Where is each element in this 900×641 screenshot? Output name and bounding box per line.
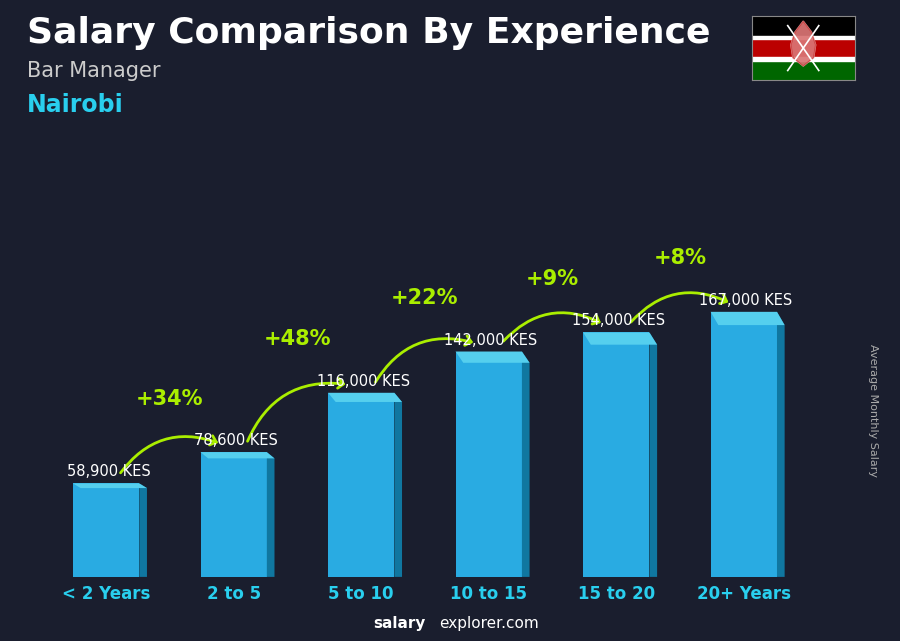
Polygon shape <box>791 21 815 66</box>
Bar <box>752 37 855 59</box>
Text: explorer.com: explorer.com <box>439 617 539 631</box>
Text: +22%: +22% <box>392 288 459 308</box>
Text: +48%: +48% <box>264 329 331 349</box>
Polygon shape <box>777 312 785 577</box>
Polygon shape <box>394 393 402 577</box>
Bar <box>455 351 522 577</box>
Polygon shape <box>522 351 529 577</box>
Text: Average Monthly Salary: Average Monthly Salary <box>868 344 878 477</box>
Polygon shape <box>73 483 147 488</box>
Polygon shape <box>201 452 274 458</box>
Bar <box>711 312 777 577</box>
Text: Salary Comparison By Experience: Salary Comparison By Experience <box>27 16 710 50</box>
Polygon shape <box>140 483 147 577</box>
Text: +9%: +9% <box>526 269 579 289</box>
Polygon shape <box>583 333 657 345</box>
Text: salary: salary <box>374 617 426 631</box>
Polygon shape <box>791 21 815 66</box>
Text: Bar Manager: Bar Manager <box>27 61 160 81</box>
Text: 154,000 KES: 154,000 KES <box>572 313 665 328</box>
Bar <box>201 452 266 577</box>
Polygon shape <box>650 333 657 577</box>
Bar <box>73 483 140 577</box>
Bar <box>752 59 855 80</box>
Text: 78,600 KES: 78,600 KES <box>194 433 278 448</box>
Polygon shape <box>455 351 529 363</box>
Bar <box>752 35 855 39</box>
Text: Nairobi: Nairobi <box>27 93 124 117</box>
Text: 58,900 KES: 58,900 KES <box>67 465 150 479</box>
Bar <box>752 57 855 60</box>
Text: 142,000 KES: 142,000 KES <box>445 333 537 347</box>
Text: 167,000 KES: 167,000 KES <box>699 293 793 308</box>
Polygon shape <box>266 452 274 577</box>
Bar <box>328 393 394 577</box>
Bar <box>752 16 855 37</box>
Text: +34%: +34% <box>136 389 203 409</box>
Text: +8%: +8% <box>653 249 706 269</box>
Polygon shape <box>328 393 402 402</box>
Polygon shape <box>711 312 785 325</box>
Bar <box>583 333 650 577</box>
Text: 116,000 KES: 116,000 KES <box>317 374 410 389</box>
